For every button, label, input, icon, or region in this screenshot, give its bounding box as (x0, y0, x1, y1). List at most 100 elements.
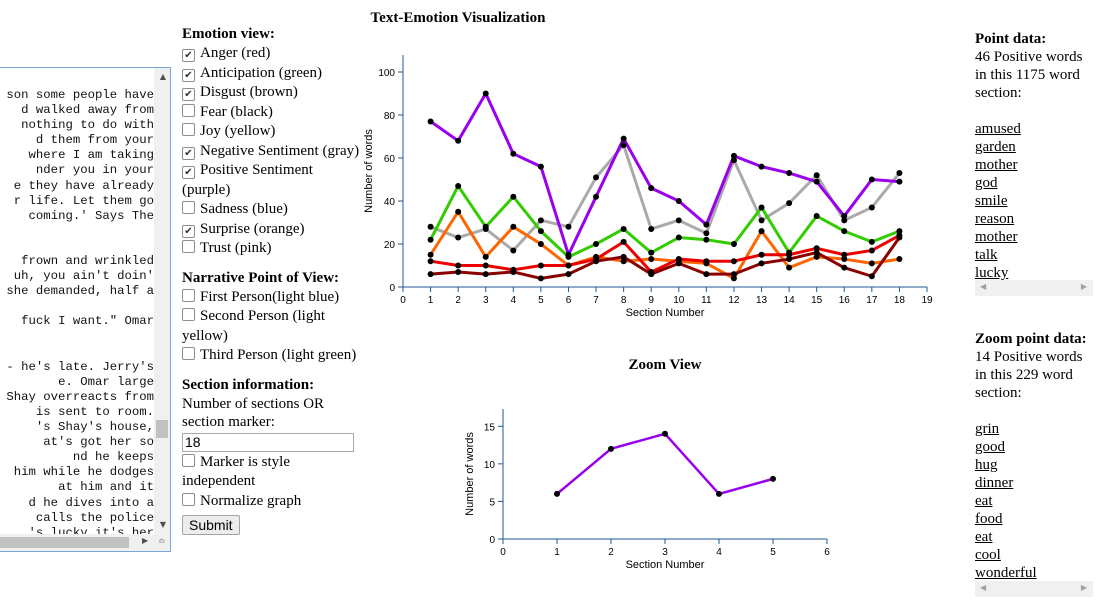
data-point (620, 238, 627, 245)
word-link[interactable]: smile (975, 193, 1008, 209)
word-link[interactable]: mother (975, 229, 1018, 245)
data-point (510, 223, 517, 230)
text-line: nd he keeps (72, 450, 154, 465)
pov-option[interactable]: First Person(light blue) (182, 288, 360, 308)
word-link[interactable]: talk (975, 247, 998, 263)
y-axis-label: Number of words (363, 129, 375, 213)
pov-checkbox[interactable] (182, 308, 195, 321)
pov-label: First Person(light blue) (200, 288, 340, 305)
vertical-scrollbar[interactable]: ▲ ▼ (154, 68, 170, 534)
pov-checkbox[interactable] (182, 347, 195, 360)
word-link[interactable]: amused (975, 121, 1021, 137)
data-point (427, 271, 434, 278)
emotion-option[interactable]: Anticipation (green) (182, 64, 360, 84)
text-line: nder you in your (35, 163, 154, 178)
emotion-checkbox[interactable] (182, 123, 195, 136)
data-point (648, 271, 655, 278)
emotion-checkbox[interactable] (182, 201, 195, 214)
text-line: d he dives into a (28, 495, 154, 510)
story-textarea[interactable]: son some people have d walked away from no… (0, 67, 171, 552)
word-link[interactable]: eat (975, 529, 993, 545)
word-link[interactable]: garden (975, 139, 1016, 155)
data-point (770, 475, 776, 482)
x-tick-label: 5 (538, 295, 544, 306)
pov-checkbox[interactable] (182, 288, 195, 302)
emotion-checkbox[interactable] (182, 240, 195, 253)
marker-style-option[interactable]: Marker is style independent (182, 453, 360, 492)
point-data-summary: 46 Positive words in this 1175 word sect… (975, 49, 1083, 101)
text-line: uh, you ain't doin' (6, 269, 154, 284)
scroll-left-arrow-icon[interactable]: ◀ (980, 282, 987, 291)
horizontal-scrollbar[interactable]: ▶ ≏ (0, 534, 170, 551)
data-point (455, 182, 462, 189)
data-point (537, 163, 544, 170)
x-tick-label: 15 (811, 295, 823, 306)
word-link[interactable]: reason (975, 211, 1015, 227)
x-tick-label: 6 (824, 547, 830, 558)
normalize-checkbox[interactable] (182, 492, 195, 506)
emotion-checkbox[interactable] (182, 103, 195, 117)
word-link[interactable]: cool (975, 547, 1001, 563)
emotion-option[interactable]: Sadness (blue) (182, 200, 360, 220)
y-tick-label: 80 (384, 111, 396, 122)
word-link[interactable]: grin (975, 421, 1000, 437)
word-link[interactable]: lucky (975, 265, 1009, 281)
emotion-line-chart: Text-Emotion Visualization 0 1 2 3 4 5 6 7 8 9 10 1… (363, 10, 933, 319)
scroll-right-arrow-icon[interactable]: ▶ (142, 536, 149, 545)
scroll-right-arrow-icon[interactable]: ▶ (1080, 282, 1087, 291)
data-point (537, 262, 544, 269)
emotion-option[interactable]: Joy (yellow) (182, 122, 360, 142)
emotion-option[interactable]: Disgust (brown) (182, 83, 360, 103)
emotion-option[interactable]: Fear (black) (182, 103, 360, 123)
data-point (482, 253, 489, 260)
x-tick-label: 8 (621, 295, 627, 306)
point-data-horizontal-scrollbar[interactable]: ◀ ▶ (975, 280, 1093, 296)
pov-option[interactable]: Second Person (light yellow) (182, 307, 360, 346)
emotion-checkbox[interactable] (182, 224, 195, 238)
section-count-input[interactable] (182, 432, 354, 452)
horizontal-scroll-thumb[interactable] (0, 537, 129, 548)
word-link[interactable]: god (975, 175, 998, 191)
word-link[interactable]: eat (975, 493, 993, 509)
data-point (427, 118, 434, 125)
emotion-option[interactable]: Surprise (orange) (182, 220, 360, 240)
word-link[interactable]: hug (975, 457, 998, 473)
data-point (662, 430, 668, 437)
vertical-scroll-thumb[interactable] (156, 420, 168, 438)
emotion-checkbox[interactable] (182, 88, 195, 101)
text-line: e. Omar large (58, 374, 154, 389)
emotion-checkbox[interactable] (182, 146, 195, 160)
pov-option[interactable]: Third Person (light green) (182, 346, 360, 366)
emotion-option[interactable]: Positive Sentiment (purple) (182, 161, 360, 200)
data-point (896, 170, 903, 177)
zoom-data-horizontal-scrollbar[interactable]: ◀ ▶ (975, 581, 1093, 597)
text-line: calls the police (28, 510, 154, 525)
text-line: e they have already (13, 178, 154, 193)
scroll-right-arrow-icon[interactable]: ▶ (1080, 583, 1087, 592)
data-point (620, 258, 627, 265)
marker-style-checkbox[interactable] (182, 453, 195, 467)
emotion-label: Fear (black) (200, 103, 273, 120)
emotion-option[interactable]: Negative Sentiment (gray) (182, 142, 360, 162)
data-point (813, 213, 820, 220)
submit-button[interactable]: Submit (182, 515, 240, 535)
scroll-down-arrow-icon[interactable]: ▼ (159, 520, 166, 529)
text-line (0, 345, 154, 360)
emotion-label: Joy (yellow) (200, 123, 276, 139)
emotion-option[interactable]: Anger (red) (182, 44, 360, 64)
resize-grip-icon[interactable]: ≏ (158, 537, 166, 547)
emotion-checkbox[interactable] (182, 49, 195, 62)
emotion-checkbox[interactable] (182, 166, 195, 179)
word-link[interactable]: dinner (975, 475, 1014, 491)
scroll-left-arrow-icon[interactable]: ◀ (980, 583, 987, 592)
text-line: Shay overreacts from (6, 389, 154, 404)
word-link[interactable]: mother (975, 157, 1018, 173)
emotion-checkbox[interactable] (182, 68, 195, 82)
normalize-option[interactable]: Normalize graph (182, 492, 360, 512)
word-link[interactable]: wonderful (975, 565, 1037, 581)
scroll-up-arrow-icon[interactable]: ▲ (159, 72, 166, 81)
word-link[interactable]: good (975, 439, 1005, 455)
word-link[interactable]: food (975, 511, 1003, 527)
x-tick-label: 11 (701, 295, 712, 306)
emotion-option[interactable]: Trust (pink) (182, 239, 360, 259)
